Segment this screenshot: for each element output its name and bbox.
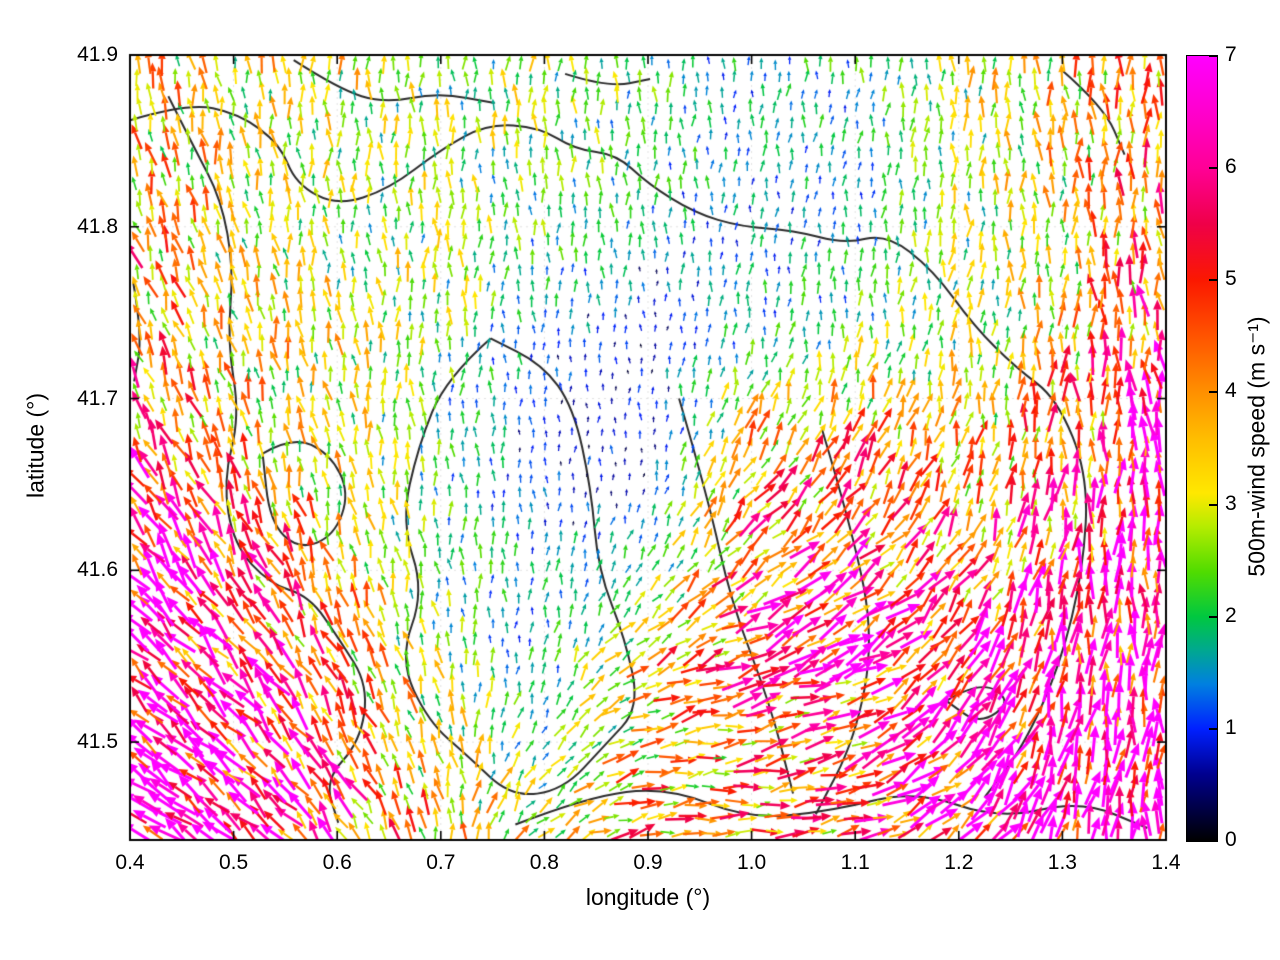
colorbar-tick-label: 3: [1225, 491, 1237, 515]
colorbar-tick-mark: [1209, 167, 1217, 170]
x-tick-label: 0.5: [218, 851, 249, 874]
x-tick-label: 1.2: [944, 851, 974, 874]
x-tick-label: 1.0: [736, 851, 767, 874]
y-axis-label: latitude (°): [22, 392, 49, 499]
x-tick-label: 0.9: [633, 851, 663, 874]
colorbar-tick-label: 6: [1225, 155, 1237, 179]
colorbar-tick-mark: [1209, 56, 1217, 57]
y-tick-label: 41.7: [77, 386, 118, 410]
colorbar-tick-mark: [1209, 615, 1217, 618]
x-tick-label: 0.6: [322, 851, 352, 874]
y-tick-label: 41.5: [77, 730, 118, 754]
colorbar-tick-label: 1: [1225, 715, 1237, 739]
colorbar-tick-label: 0: [1225, 828, 1237, 851]
colorbar-tick-mark: [1209, 391, 1217, 394]
x-tick-label: 0.4: [115, 851, 145, 874]
colorbar-tick-mark: [1209, 279, 1217, 282]
y-tick-label: 41.6: [77, 558, 118, 582]
y-tick-label: 41.9: [77, 43, 118, 66]
colorbar-tick-mark: [1209, 840, 1217, 841]
colorbar-tick-label: 7: [1225, 43, 1237, 66]
colorbar-tick-label: 4: [1225, 379, 1237, 403]
colorbar-tick-mark: [1209, 727, 1217, 730]
x-axis-label: longitude (°): [585, 884, 711, 910]
colorbar-tick-label: 5: [1225, 267, 1237, 291]
y-tick-label: 41.8: [77, 214, 118, 238]
colorbar-label: 500m-wind speed (m s⁻¹): [1243, 316, 1270, 577]
colorbar-tick-label: 2: [1225, 603, 1237, 627]
x-tick-label: 1.1: [840, 851, 870, 874]
colorbar-tick-mark: [1209, 503, 1217, 506]
x-tick-label: 0.7: [426, 851, 456, 874]
x-tick-label: 1.4: [1151, 851, 1181, 874]
x-tick-label: 0.8: [529, 851, 559, 874]
colorbar: [1186, 55, 1218, 842]
x-tick-label: 1.3: [1047, 851, 1077, 874]
